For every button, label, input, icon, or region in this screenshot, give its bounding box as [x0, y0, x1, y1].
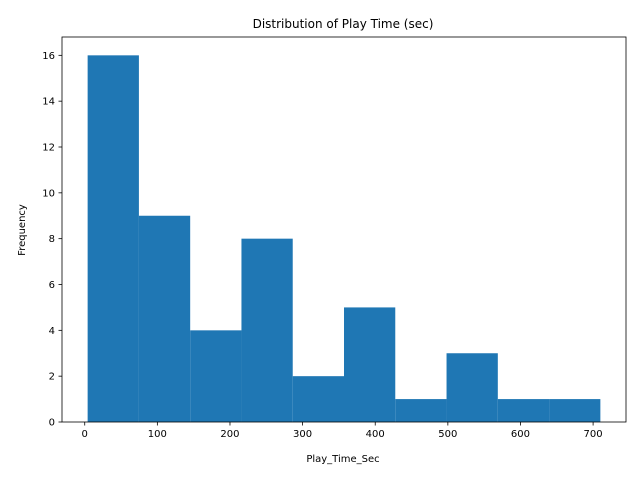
histogram-bar — [344, 307, 396, 422]
plot-frame — [61, 36, 627, 423]
x-axis-label: Play_Time_Sec — [306, 454, 379, 465]
y-tick-label: 6 — [49, 280, 55, 291]
x-tick-label: 100 — [148, 429, 167, 440]
histogram-bar — [292, 376, 344, 422]
y-axis-label: Frequency — [17, 204, 28, 256]
x-tick-label: 500 — [438, 429, 457, 440]
chart-title: Distribution of Play Time (sec) — [253, 17, 434, 31]
y-tick-label: 2 — [49, 372, 55, 383]
histogram-bar — [138, 215, 191, 422]
histogram-bar — [446, 353, 498, 422]
x-tick-label: 600 — [511, 429, 530, 440]
x-tick-label: 400 — [366, 429, 385, 440]
histogram-bar — [549, 399, 601, 422]
y-axis: 0 2 4 6 8 10 12 14 16 — [42, 51, 62, 429]
y-tick-label: 4 — [49, 326, 55, 337]
y-tick-label: 0 — [49, 418, 55, 429]
y-tick-label: 16 — [42, 51, 55, 62]
x-axis: 0 100 200 300 400 500 600 700 — [82, 422, 603, 440]
histogram-bar — [190, 330, 242, 422]
x-tick-label: 0 — [82, 429, 88, 440]
y-tick-label: 12 — [42, 143, 55, 154]
histogram-bar — [497, 399, 550, 422]
x-tick-label: 200 — [220, 429, 239, 440]
histogram-bar — [241, 238, 293, 422]
y-tick-label: 14 — [42, 97, 55, 108]
histogram-bar — [87, 55, 139, 422]
x-tick-label: 700 — [584, 429, 603, 440]
histogram-bar — [395, 399, 447, 422]
bars-group — [87, 55, 601, 422]
x-tick-label: 300 — [293, 429, 312, 440]
y-tick-label: 10 — [42, 188, 55, 199]
y-tick-label: 8 — [49, 234, 55, 245]
